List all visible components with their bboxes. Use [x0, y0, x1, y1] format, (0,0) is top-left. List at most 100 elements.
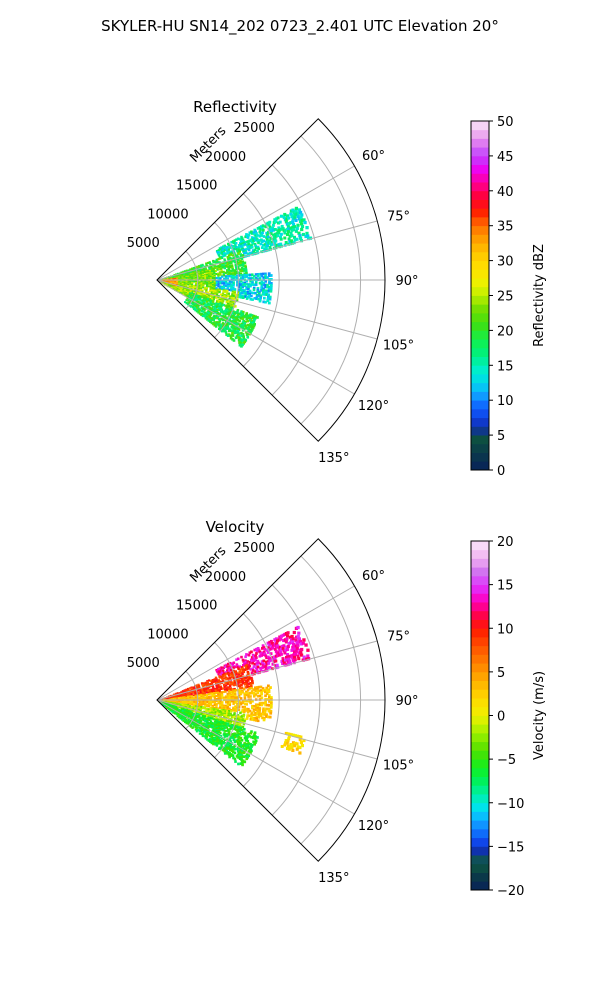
- echo-cell: [268, 640, 272, 644]
- echo-cell: [215, 694, 218, 698]
- echo-cell: [281, 633, 285, 637]
- echo-cell: [239, 719, 243, 722]
- echo-cell: [221, 722, 224, 725]
- echo-cell: [247, 273, 250, 277]
- echo-cell: [262, 650, 266, 654]
- echo-cell: [203, 309, 206, 312]
- echo-cell: [201, 728, 204, 732]
- echo-cell: [235, 725, 239, 729]
- echo-cell: [236, 322, 240, 326]
- echo-cell: [264, 654, 268, 658]
- echo-cell: [267, 694, 271, 697]
- echo-cell: [289, 212, 293, 216]
- echo-cell: [212, 687, 215, 690]
- echo-cell: [239, 711, 242, 714]
- echo-cell: [283, 236, 287, 240]
- echo-cell: [226, 696, 230, 699]
- echo-cell: [257, 648, 261, 652]
- echo-cell: [237, 721, 240, 724]
- echo-cell: [240, 315, 243, 318]
- echo-cell: [232, 700, 235, 703]
- echo-cell: [261, 647, 264, 650]
- echo-cell: [260, 274, 264, 278]
- echo-cell: [292, 235, 296, 239]
- echo-cell: [217, 318, 221, 321]
- echo-cell: [256, 227, 260, 230]
- colorbar-segment: [471, 321, 489, 331]
- colorbar-segment: [471, 417, 489, 427]
- echo-cell: [190, 302, 193, 305]
- echo-cell: [230, 326, 233, 329]
- echo-cell: [293, 650, 297, 654]
- echo-cell: [246, 319, 250, 323]
- echo-cell: [248, 289, 252, 293]
- echo-cell: [232, 303, 236, 306]
- echo-cell: [219, 273, 222, 276]
- echo-cell: [243, 663, 247, 666]
- echo-cell: [246, 314, 250, 317]
- echo-cell: [195, 307, 198, 310]
- echo-cell: [179, 290, 182, 292]
- echo-cell: [244, 266, 247, 269]
- echo-cell: [228, 314, 231, 318]
- echo-cell: [226, 246, 229, 249]
- echo-cell: [238, 695, 241, 699]
- echo-cell: [185, 722, 188, 725]
- echo-cell: [194, 305, 197, 308]
- echo-cell: [253, 718, 256, 722]
- echo-cell: [202, 293, 205, 296]
- echo-cell: [228, 697, 232, 700]
- echo-cell: [281, 657, 285, 661]
- echo-cell: [263, 247, 266, 251]
- echo-cell: [246, 665, 250, 669]
- echo-cell: [204, 280, 207, 283]
- echo-cell: [238, 284, 241, 287]
- echo-cell: [295, 635, 299, 639]
- echo-cell: [239, 728, 242, 731]
- echo-cell: [231, 709, 235, 712]
- echo-cell: [267, 690, 271, 694]
- echo-cell: [299, 642, 304, 646]
- echo-cell: [297, 217, 301, 221]
- echo-cell: [244, 315, 247, 318]
- echo-cell: [231, 251, 234, 254]
- echo-cell: [241, 750, 244, 754]
- echo-cell: [228, 285, 231, 288]
- echo-cell: [280, 745, 284, 748]
- echo-cell: [269, 652, 273, 656]
- echo-cell: [207, 319, 210, 322]
- echo-cell: [237, 336, 240, 339]
- colorbar-tick-label: 5: [497, 429, 505, 444]
- echo-cell: [232, 286, 235, 289]
- echo-cell: [234, 739, 237, 742]
- echo-cell: [243, 272, 246, 275]
- echo-cell: [244, 676, 247, 680]
- echo-cell: [198, 694, 201, 697]
- echo-cell: [240, 331, 243, 335]
- echo-cell: [230, 697, 233, 700]
- echo-cell: [251, 669, 255, 672]
- echo-cell: [251, 276, 254, 280]
- echo-cell: [231, 714, 234, 717]
- echo-cell: [226, 716, 230, 719]
- echo-cell: [227, 312, 230, 316]
- echo-cell: [284, 648, 288, 652]
- echo-cell: [240, 344, 243, 348]
- echo-cell: [216, 261, 219, 265]
- echo-cell: [291, 637, 295, 641]
- echo-cell: [184, 294, 186, 297]
- echo-cell: [291, 225, 295, 229]
- echo-cell: [257, 661, 260, 665]
- echo-cell: [246, 291, 250, 294]
- echo-cell: [253, 322, 256, 326]
- echo-cell: [225, 735, 229, 738]
- echo-cell: [293, 645, 297, 649]
- echo-cell: [250, 690, 254, 693]
- echo-cell: [264, 665, 268, 668]
- echo-cell: [276, 216, 280, 220]
- echo-cell: [236, 255, 239, 259]
- echo-cell: [197, 290, 200, 293]
- echo-cell: [215, 276, 218, 280]
- echo-cell: [267, 228, 271, 232]
- echo-cell: [243, 700, 247, 703]
